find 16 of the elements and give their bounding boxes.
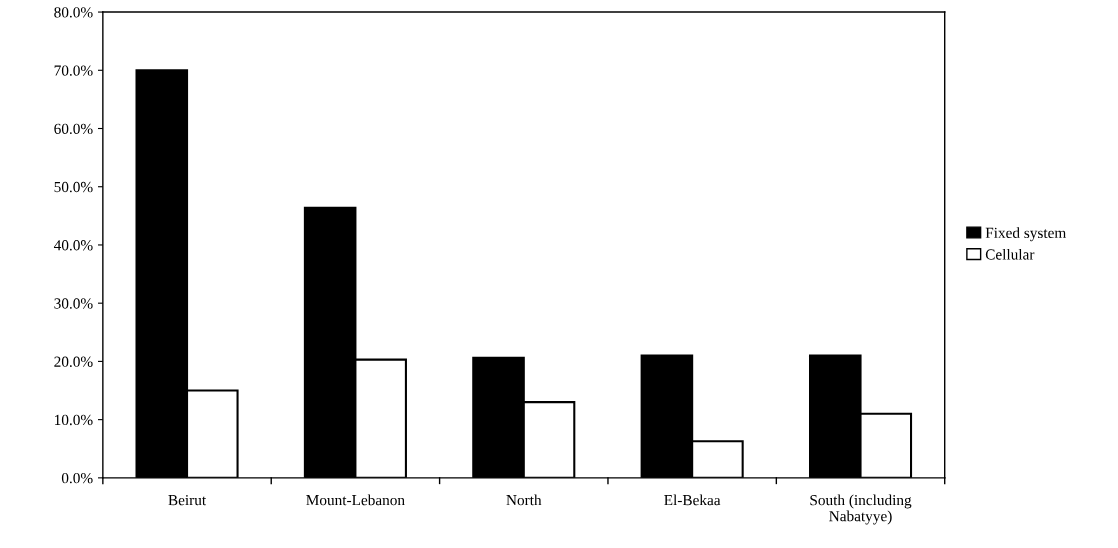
y-tick-label: 80.0% (54, 7, 93, 18)
y-tick-label: 60.0% (54, 123, 93, 135)
y-tick-label: 70.0% (54, 65, 93, 76)
x-tick-label: North (506, 494, 542, 506)
x-tick-label: El-Bekaa (664, 494, 721, 506)
x-tick-label: Beirut (168, 495, 207, 506)
y-tick-label: 0.0% (61, 473, 93, 484)
legend-label: Fixed system (985, 227, 1067, 242)
y-tick-label: 20.0% (54, 356, 93, 367)
y-tick-label: 50.0% (54, 181, 93, 193)
legend-label: Cellular (985, 248, 1035, 260)
x-tick-label: Mount-Lebanon (306, 494, 405, 506)
y-tick-label: 10.0% (55, 414, 93, 426)
y-tick-label: 40.0% (53, 240, 93, 251)
x-tick-label: South (including Nabatyye) (810, 494, 912, 525)
y-tick-label: 30.0% (54, 298, 93, 309)
